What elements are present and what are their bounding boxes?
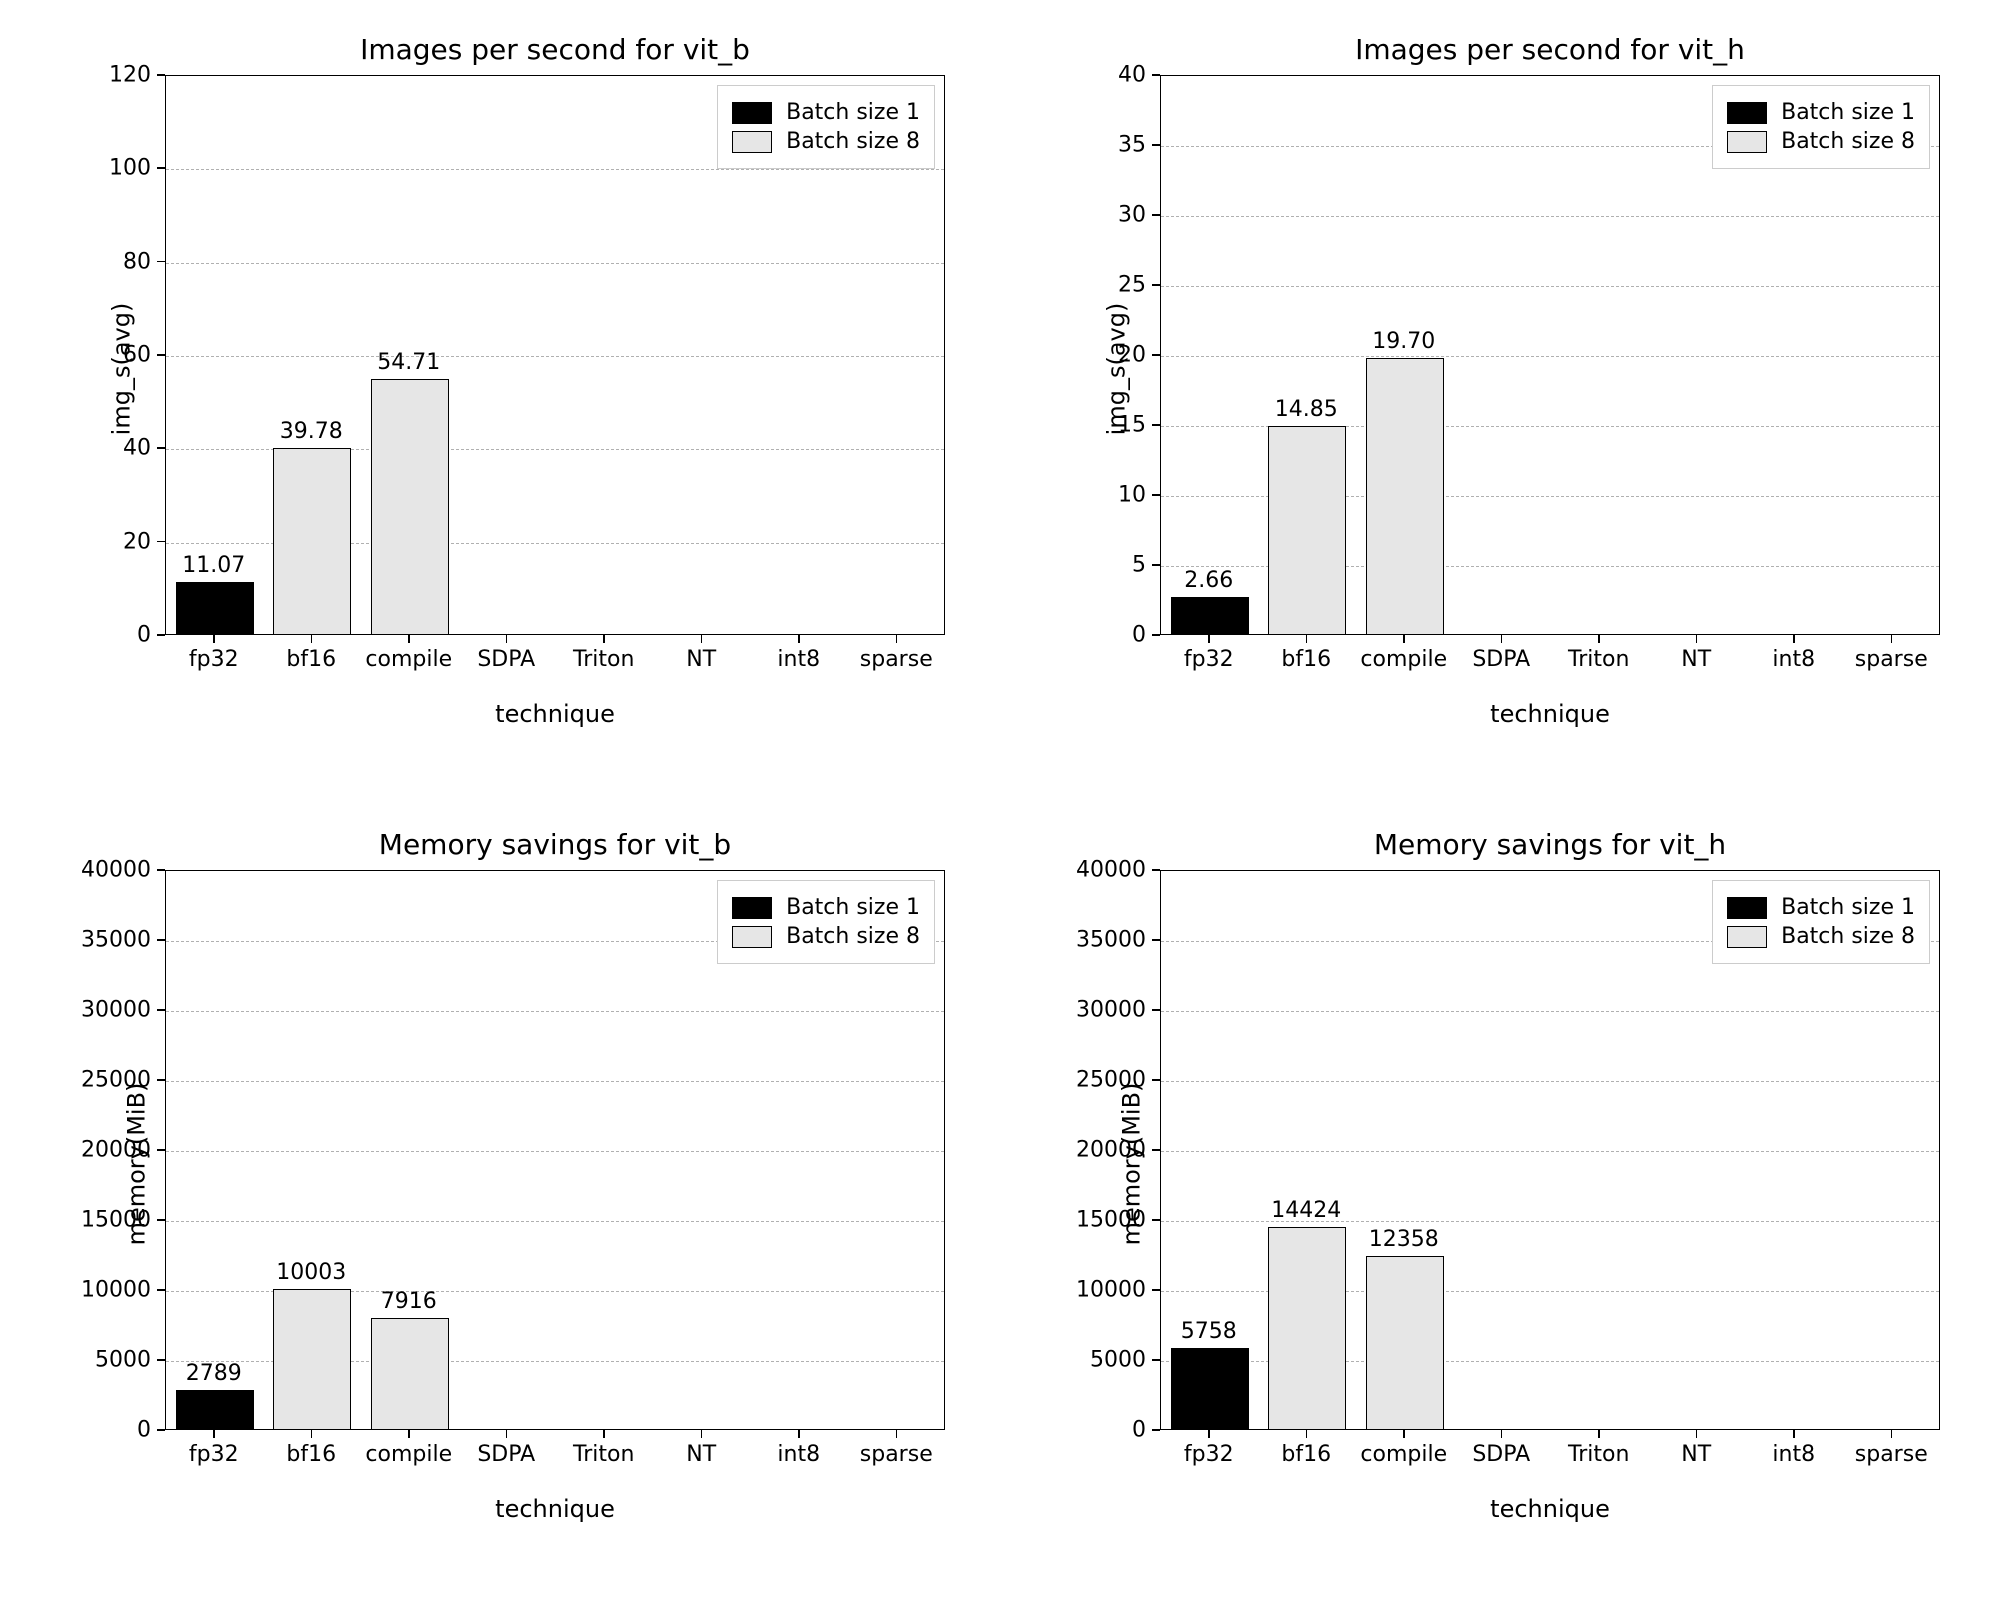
- legend: Batch size 1 Batch size 8: [1712, 880, 1930, 964]
- ytick-mark: [1152, 1009, 1160, 1011]
- bar-value-label: 5758: [1181, 1319, 1237, 1344]
- xtick-mark: [1891, 1430, 1893, 1438]
- xtick-label: NT: [1681, 1442, 1711, 1467]
- xtick-mark: [1306, 1430, 1308, 1438]
- gridline: [1161, 1151, 1939, 1152]
- legend-label: Batch size 8: [1781, 924, 1915, 949]
- bar-value-label: 14424: [1271, 1198, 1341, 1223]
- subplot-vit_h_mem: 0500010000150002000025000300003500040000…: [0, 0, 2000, 1600]
- figure: 020406080100120Images per second for vit…: [0, 0, 2000, 1600]
- bar: [1171, 1348, 1249, 1429]
- bar-value-label: 12358: [1369, 1227, 1439, 1252]
- ytick-mark: [1152, 1429, 1160, 1431]
- xtick-label: Triton: [1568, 1442, 1629, 1467]
- ytick-label: 35000: [1056, 928, 1146, 953]
- legend-item: Batch size 1: [1727, 895, 1915, 920]
- legend-label: Batch size 1: [1781, 895, 1915, 920]
- ytick-label: 5000: [1056, 1348, 1146, 1373]
- gridline: [1161, 1081, 1939, 1082]
- xtick-label: bf16: [1281, 1442, 1331, 1467]
- xtick-mark: [1793, 1430, 1795, 1438]
- x-axis-label: technique: [1160, 1495, 1940, 1523]
- legend-swatch: [1727, 926, 1767, 948]
- ytick-mark: [1152, 1149, 1160, 1151]
- xtick-mark: [1208, 1430, 1210, 1438]
- ytick-mark: [1152, 1359, 1160, 1361]
- bar: [1366, 1256, 1444, 1429]
- legend-swatch: [1727, 897, 1767, 919]
- gridline: [1161, 1011, 1939, 1012]
- y-axis-label: memory(MiB): [1117, 1083, 1145, 1246]
- ytick-label: 10000: [1056, 1278, 1146, 1303]
- xtick-label: fp32: [1184, 1442, 1234, 1467]
- xtick-label: compile: [1360, 1442, 1447, 1467]
- xtick-mark: [1696, 1430, 1698, 1438]
- xtick-mark: [1501, 1430, 1503, 1438]
- ytick-mark: [1152, 1219, 1160, 1221]
- xtick-label: int8: [1772, 1442, 1815, 1467]
- bar: [1268, 1227, 1346, 1429]
- xtick-label: SDPA: [1472, 1442, 1530, 1467]
- ytick-label: 40000: [1056, 858, 1146, 883]
- ytick-mark: [1152, 939, 1160, 941]
- ytick-mark: [1152, 1079, 1160, 1081]
- ytick-mark: [1152, 1289, 1160, 1291]
- xtick-mark: [1598, 1430, 1600, 1438]
- ytick-mark: [1152, 869, 1160, 871]
- chart-title: Memory savings for vit_h: [1160, 828, 1940, 861]
- xtick-mark: [1403, 1430, 1405, 1438]
- ytick-label: 30000: [1056, 998, 1146, 1023]
- ytick-label: 0: [1056, 1418, 1146, 1443]
- xtick-label: sparse: [1855, 1442, 1928, 1467]
- legend-item: Batch size 8: [1727, 924, 1915, 949]
